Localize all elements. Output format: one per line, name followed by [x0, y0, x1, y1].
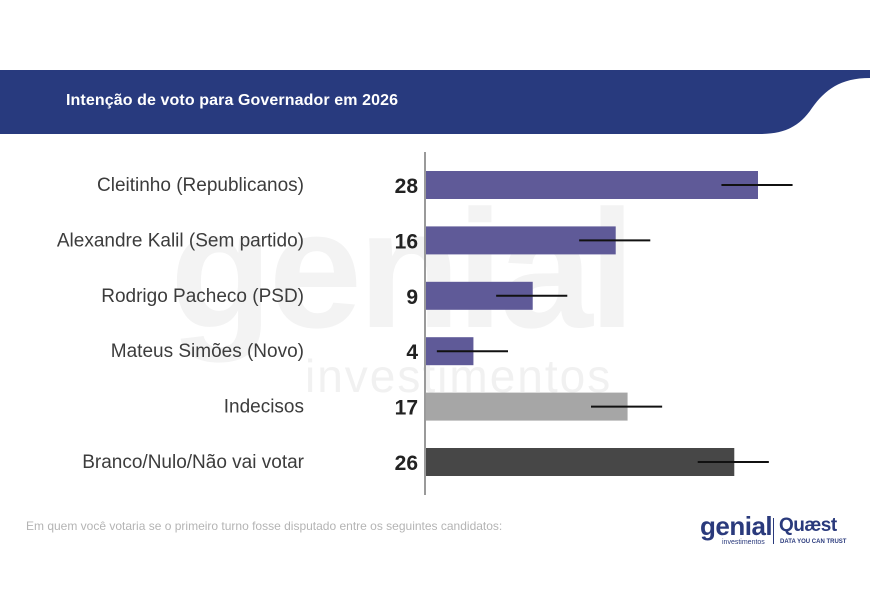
category-label: Mateus Simões (Novo) — [111, 341, 304, 362]
quaest-logo: Quæst DATA YOU CAN TRUST — [779, 515, 849, 549]
value-label: 28 — [395, 175, 419, 198]
quaest-logo-tagline: DATA YOU CAN TRUST — [780, 539, 847, 545]
chart-header-banner: Intenção de voto para Governador em 2026 — [0, 70, 870, 134]
vote-intention-bar-chart: Cleitinho (Republicanos) 28 Alexandre Kali… — [57, 152, 793, 495]
value-label: 9 — [406, 286, 418, 309]
chart-title: Intenção de voto para Governador em 2026 — [66, 92, 399, 109]
category-label: Alexandre Kalil (Sem partido) — [57, 230, 304, 251]
quaest-logo-word: Quæst — [779, 515, 837, 536]
category-label: Cleitinho (Republicanos) — [97, 175, 304, 196]
value-label: 16 — [395, 230, 418, 253]
value-label: 17 — [395, 397, 418, 420]
bar — [426, 448, 735, 476]
value-label: 26 — [395, 452, 418, 475]
category-label: Indecisos — [224, 397, 304, 418]
genial-logo-sub: investimentos — [722, 539, 765, 546]
genial-logo: genial investimentos — [700, 511, 773, 549]
category-label: Branco/Nulo/Não vai votar — [82, 452, 304, 473]
category-label: Rodrigo Pacheco (PSD) — [101, 286, 304, 307]
header-banner-shape — [0, 70, 870, 134]
question-footnote: Em quem você votaria se o primeiro turno… — [26, 519, 503, 533]
logo-divider — [773, 518, 774, 544]
genial-logo-word: genial — [700, 511, 773, 541]
value-label: 4 — [406, 341, 418, 364]
bar — [426, 171, 758, 199]
